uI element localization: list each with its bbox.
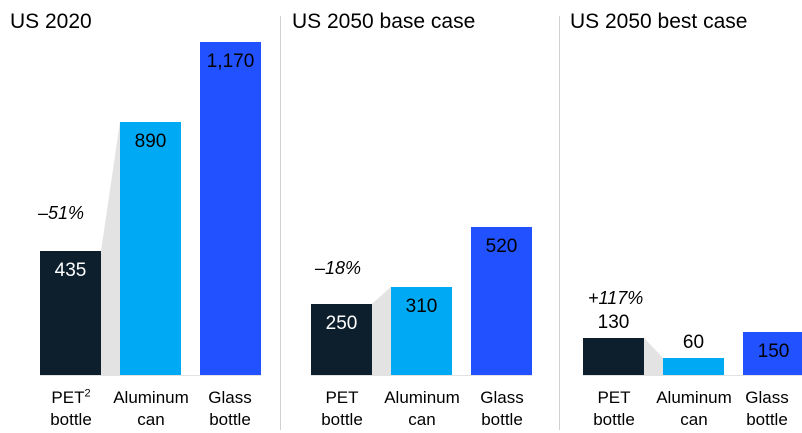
category-label-line: Aluminum <box>113 388 189 407</box>
category-label-pet-bottle: PET bottle <box>574 387 654 431</box>
category-label-line: can <box>137 410 164 429</box>
change-annotation: +117% <box>588 288 643 309</box>
category-label-aluminum-can: Aluminum can <box>111 387 191 431</box>
category-label-line: bottle <box>593 410 635 429</box>
category-label-line: PET <box>597 388 630 407</box>
category-label-line: Aluminum <box>384 388 460 407</box>
category-label-line: PET <box>325 388 358 407</box>
category-label-line: Glass <box>208 388 251 407</box>
bar-value-label: 130 <box>583 312 644 334</box>
category-label-glass-bottle: Glass bottle <box>734 387 800 431</box>
bar-value-label: 1,170 <box>200 51 261 73</box>
category-label-line: bottle <box>321 410 363 429</box>
category-label-aluminum-can: Aluminum can <box>382 387 462 431</box>
bar-aluminum-can <box>663 358 724 375</box>
category-label-line: Glass <box>480 388 523 407</box>
category-label-line: bottle <box>746 410 788 429</box>
category-label-line: Glass <box>745 388 788 407</box>
bar-aluminum-can <box>120 122 181 375</box>
bar-value-label: 60 <box>663 332 724 354</box>
change-annotation: –51% <box>38 203 84 224</box>
bar-value-label: 150 <box>743 341 802 363</box>
category-label-aluminum-can: Aluminum can <box>654 387 734 431</box>
bar-glass-bottle <box>200 42 261 375</box>
category-label-line: bottle <box>209 410 251 429</box>
bar-value-label: 435 <box>40 260 101 282</box>
category-label-line: can <box>680 410 707 429</box>
category-label-pet-bottle: PET2 bottle <box>31 387 111 431</box>
comparison-connector <box>372 287 391 375</box>
category-label-glass-bottle: Glass bottle <box>462 387 542 431</box>
change-annotation: –18% <box>315 258 361 279</box>
bar-pet-bottle <box>583 338 644 375</box>
comparison-connector <box>644 338 663 375</box>
category-label-line: Aluminum <box>656 388 732 407</box>
bar-value-label: 520 <box>471 236 532 258</box>
category-label-line: bottle <box>50 410 92 429</box>
category-label-glass-bottle: Glass bottle <box>190 387 270 431</box>
footnote-marker: 2 <box>84 387 90 399</box>
category-label-line: bottle <box>481 410 523 429</box>
comparison-connector <box>101 122 120 375</box>
category-label-pet-bottle: PET bottle <box>302 387 382 431</box>
category-label-line: can <box>408 410 435 429</box>
category-label-line: PET <box>51 388 84 407</box>
bar-value-label: 250 <box>311 313 372 335</box>
bar-value-label: 890 <box>120 131 181 153</box>
bar-value-label: 310 <box>391 296 452 318</box>
